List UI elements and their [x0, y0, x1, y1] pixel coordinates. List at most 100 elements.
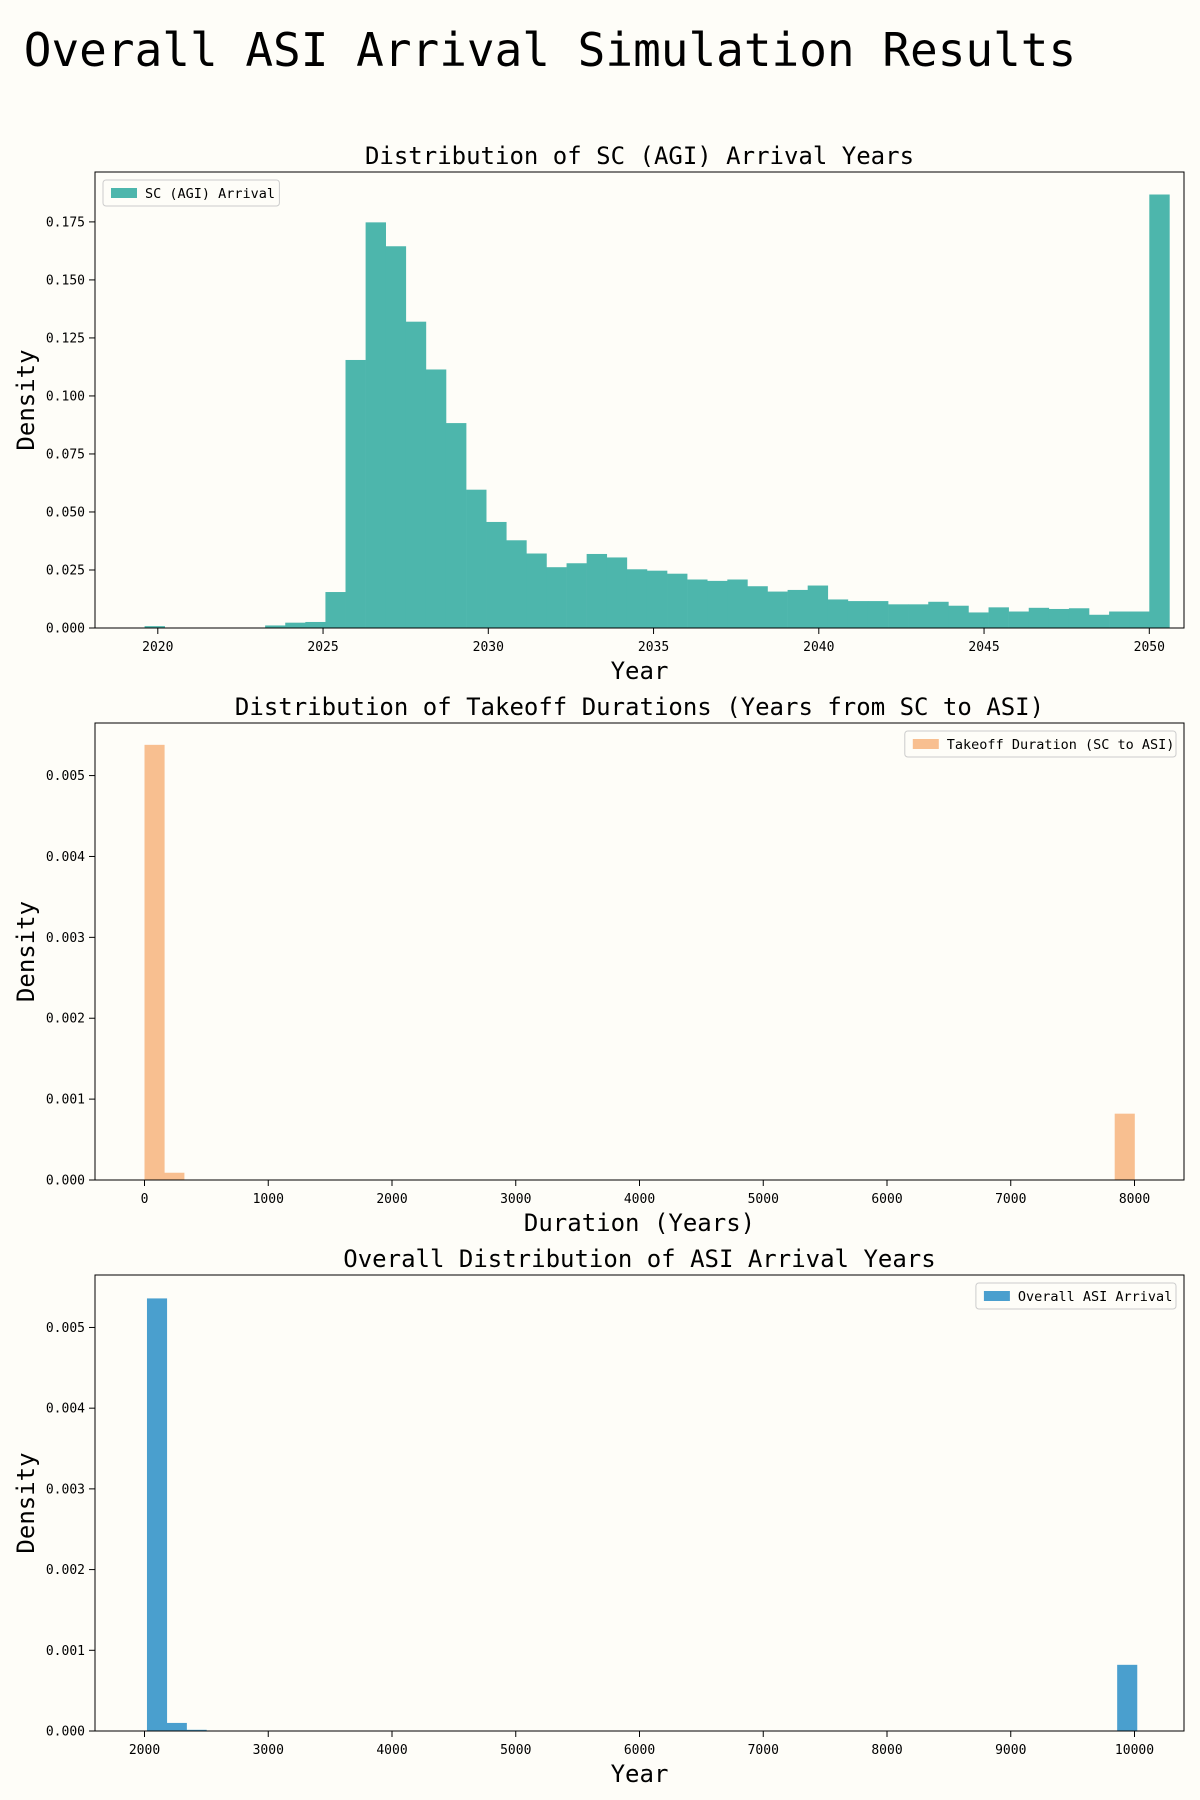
x-tick-label: 2050 — [1134, 640, 1165, 655]
x-tick-label: 9000 — [995, 1743, 1026, 1758]
histogram-bar — [928, 601, 949, 628]
x-axis-label: Year — [611, 1760, 669, 1788]
histogram-bar — [265, 625, 286, 628]
axes-frame — [94, 171, 1185, 629]
histogram-bar — [727, 579, 748, 628]
chart-title: Overall Distribution of ASI Arrival Year… — [343, 1245, 935, 1273]
histogram-bar — [466, 489, 487, 628]
legend-label: Takeoff Duration (SC to ASI) — [947, 737, 1175, 753]
histogram-bar — [767, 591, 788, 628]
histogram-bar — [646, 570, 668, 628]
histogram-bar — [365, 222, 386, 629]
histogram-bar — [546, 567, 567, 628]
legend: SC (AGI) Arrival — [102, 179, 280, 207]
histogram-bar — [1008, 611, 1030, 628]
histogram-bar — [827, 599, 849, 628]
histogram-bar — [1028, 607, 1050, 628]
histogram-bar — [807, 585, 829, 628]
x-tick-label: 7000 — [748, 1743, 779, 1758]
x-tick-label: 6000 — [624, 1743, 655, 1758]
y-tick-label: 0.004 — [46, 1402, 85, 1417]
x-tick-label: 3000 — [500, 1192, 531, 1207]
histogram-bar — [1129, 611, 1150, 628]
histogram-bar — [285, 622, 306, 628]
histogram-bar — [787, 589, 808, 628]
y-axis-label: Density — [12, 349, 40, 450]
legend-label: Overall ASI Arrival — [1018, 1289, 1172, 1305]
histogram-bar — [847, 601, 869, 628]
legend-swatch — [912, 739, 939, 749]
y-tick-label: 0.005 — [46, 769, 85, 784]
bars — [144, 744, 1135, 1180]
x-tick-label: 4000 — [624, 1192, 655, 1207]
legend-label: SC (AGI) Arrival — [145, 186, 275, 202]
histogram-bar — [486, 521, 507, 628]
x-tick-label: 6000 — [871, 1192, 902, 1207]
histogram-bar — [385, 246, 407, 628]
histogram-bar — [1048, 608, 1070, 628]
y-tick-label: 0.100 — [46, 389, 85, 404]
bars — [146, 1298, 1138, 1731]
histogram-bar — [146, 1298, 168, 1731]
histogram-bar — [506, 540, 527, 628]
histogram-bar — [325, 592, 346, 628]
histogram-bar — [908, 604, 929, 628]
histogram-bar — [707, 580, 728, 628]
x-tick-label: 2000 — [129, 1743, 160, 1758]
y-tick-label: 0.005 — [46, 1321, 85, 1336]
histogram-bar — [1089, 614, 1110, 628]
histogram-bar — [626, 569, 648, 628]
histogram-bar — [867, 601, 889, 628]
histogram-bar — [144, 744, 165, 1180]
plot-area — [95, 723, 1184, 1180]
y-tick-label: 0.000 — [46, 1174, 85, 1189]
histogram-bar — [1109, 611, 1130, 628]
histogram-bar — [1114, 1113, 1135, 1180]
histogram-bar — [968, 612, 989, 628]
histogram-bar — [445, 423, 467, 628]
y-tick-label: 0.050 — [46, 505, 85, 520]
subplot-takeoff-duration: 0 1000 2000 3000 4000 5000 6000 7000 8000 0.000 0.… — [12, 693, 1185, 1237]
histogram-bar — [186, 1729, 207, 1731]
x-tick-label: 5000 — [748, 1192, 779, 1207]
histogram-bar — [166, 1722, 187, 1731]
x-tick-label: 2025 — [307, 640, 338, 655]
x-tick-label: 2000 — [376, 1192, 407, 1207]
legend: Overall ASI Arrival — [975, 1282, 1177, 1310]
y-tick-label: 0.150 — [46, 273, 85, 288]
histogram-bar — [747, 586, 768, 628]
x-tick-label: 5000 — [500, 1743, 531, 1758]
y-tick-label: 0.075 — [46, 447, 85, 462]
x-tick-label: 2045 — [968, 640, 999, 655]
x-tick-label: 2020 — [142, 640, 173, 655]
plot-area — [95, 1275, 1184, 1731]
x-tick-label: 8000 — [1119, 1192, 1150, 1207]
y-tick-label: 0.125 — [46, 331, 85, 346]
y-tick-label: 0.175 — [46, 215, 85, 230]
y-tick-label: 0.004 — [46, 850, 85, 865]
legend-frame — [102, 179, 280, 207]
y-tick-label: 0.002 — [46, 1012, 85, 1027]
histogram-bar — [1117, 1664, 1138, 1731]
histogram-bar — [888, 604, 909, 628]
y-tick-label: 0.003 — [46, 931, 85, 946]
y-axis-label: Density — [12, 901, 40, 1002]
histogram-bar — [606, 557, 628, 628]
plot-area — [95, 172, 1184, 628]
legend-swatch — [983, 1291, 1010, 1301]
x-tick-label: 4000 — [376, 1743, 407, 1758]
x-tick-label: 3000 — [253, 1743, 284, 1758]
legend: Takeoff Duration (SC to ASI) — [904, 730, 1177, 758]
chart-title: Distribution of SC (AGI) Arrival Years — [365, 142, 914, 170]
x-tick-label: 2040 — [803, 640, 834, 655]
subplot-asi-arrival: 2000 3000 4000 5000 6000 7000 8000 9000 10000 0.0… — [12, 1245, 1185, 1788]
y-tick-label: 0.003 — [46, 1482, 85, 1497]
histogram-bar — [687, 579, 708, 628]
histogram-bar — [164, 1172, 185, 1180]
x-tick-label: 0 — [141, 1192, 149, 1207]
y-tick-label: 0.000 — [46, 622, 85, 637]
histogram-bar — [667, 573, 688, 628]
subplot-sc-arrival: 2020 2025 2030 2035 2040 2045 2050 0.000 0.025 0.… — [12, 142, 1185, 685]
x-tick-label: 1000 — [253, 1192, 284, 1207]
